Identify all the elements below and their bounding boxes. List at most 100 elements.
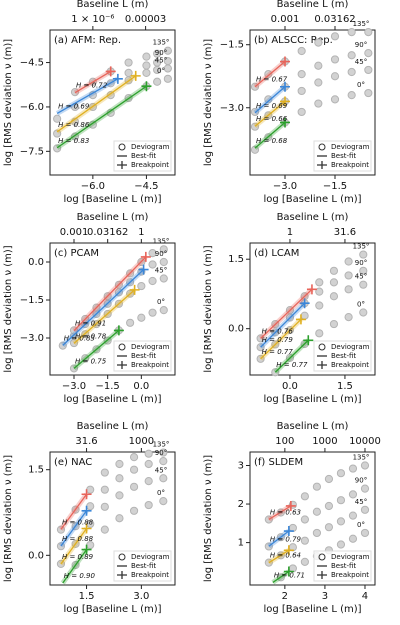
fit-line <box>254 100 286 127</box>
top-tick-label: 1 × 10⁻⁶ <box>71 14 114 25</box>
fit-line <box>73 329 120 369</box>
h-label: H = 0.89 <box>62 553 94 561</box>
breakpoint <box>283 566 294 577</box>
h-label: H = 0.88 <box>62 518 94 526</box>
y-tick-label: 1 <box>238 538 244 549</box>
deviogram-point <box>86 502 95 511</box>
deviogram-point <box>159 448 168 457</box>
direction-label: 0° <box>157 298 165 306</box>
y-tick-label: −1.5 <box>20 295 44 306</box>
y-tick-label: −3.0 <box>20 333 44 344</box>
legend-symbol <box>317 571 327 579</box>
top-tick-label: 0.03162 <box>314 14 355 25</box>
deviogram-point <box>359 280 368 289</box>
deviogram-point <box>364 28 373 37</box>
deviogram-point <box>153 58 162 67</box>
y-tick-label: −1.5 <box>220 40 244 51</box>
legend-symbol <box>117 361 127 369</box>
fit-line <box>268 505 292 521</box>
h-label: H = 0.77 <box>262 348 294 356</box>
legend-symbol <box>117 161 127 169</box>
deviogram-point <box>344 257 353 266</box>
plot-frame <box>249 242 376 376</box>
deviogram-point <box>359 308 368 317</box>
deviogram-point <box>330 95 340 104</box>
panel: (f) SLDEM Baseline L (m) log [Baseline L (… <box>203 421 381 615</box>
fit-line <box>73 289 136 344</box>
legend-label: Deviogram <box>331 553 370 561</box>
deviogram-point <box>100 468 109 477</box>
y-axis-label: log [RMS deviation ν (m)] <box>3 245 14 372</box>
legend-label: Breakpoint <box>331 361 369 369</box>
deviogram-point <box>159 474 168 483</box>
panel: (d) LCAM Baseline L (m) log [Baseline L (m… <box>203 212 376 405</box>
legend-label: Best-fit <box>131 152 156 160</box>
x-tick-label: 3 <box>322 591 328 602</box>
legend-label: Best-fit <box>331 152 356 160</box>
top-axis-label: Baseline L (m) <box>77 421 149 432</box>
deviogram-point <box>129 482 139 491</box>
x-axis-label: log [Baseline L (m)] <box>263 194 361 205</box>
panel-title: (d) LCAM <box>254 248 299 259</box>
panel-title: (e) NAC <box>54 457 92 468</box>
fit-line <box>62 549 88 584</box>
legend-symbol <box>118 143 126 151</box>
deviogram-point <box>264 70 273 79</box>
deviogram-point <box>314 61 323 70</box>
panel: (b) ALSCC: Rep. Baseline L (m) log [Baseli… <box>203 0 376 205</box>
top-axis-label: Baseline L (m) <box>277 0 349 10</box>
plot-frame <box>49 242 176 376</box>
breakpoint <box>81 523 92 534</box>
legend-label: Breakpoint <box>331 161 369 169</box>
deviogram-point <box>153 49 162 58</box>
legend-label: Best-fit <box>331 352 356 360</box>
breakpoint <box>280 96 290 107</box>
fit-line <box>254 61 286 88</box>
h-label: H = 0.79 <box>262 336 294 344</box>
deviogram-point <box>348 464 358 473</box>
y-tick-label: −4.5 <box>20 58 44 69</box>
fit-line <box>254 121 286 149</box>
deviogram-point <box>129 506 139 515</box>
deviogram-point <box>137 281 146 291</box>
panel-title: (b) ALSCC: Rep. <box>254 35 333 46</box>
fit-line <box>62 269 145 346</box>
top-tick-label: 1000 <box>312 436 337 447</box>
h-label: H = 0.86 <box>58 121 90 129</box>
top-tick-label: 31.6 <box>334 227 356 238</box>
top-tick-label: 0.001 <box>60 227 89 238</box>
legend-symbol <box>318 343 326 351</box>
deviogram-point <box>144 459 153 469</box>
direction-label: 45° <box>155 266 167 274</box>
panel-title: (a) AFM: Rep. <box>54 35 121 46</box>
top-tick-label: 10000 <box>349 436 381 447</box>
deviogram-point <box>159 245 168 254</box>
top-tick-label: 1 <box>287 227 293 238</box>
deviogram-point <box>137 313 146 322</box>
legend-symbol <box>318 553 326 561</box>
deviogram-point <box>53 114 62 123</box>
deviogram-point <box>364 65 373 75</box>
y-axis-label: log [RMS deviation ν (m)] <box>3 39 14 166</box>
y-tick-label: −3.0 <box>220 103 244 114</box>
deviogram-point <box>142 52 151 61</box>
direction-label: 90° <box>355 477 367 485</box>
deviogram-point <box>163 74 172 83</box>
x-tick-label: 4 <box>362 591 368 602</box>
y-tick-label: 0.0 <box>28 257 44 268</box>
panel: (c) PCAM Baseline L (m) log [Baseline L (m… <box>3 212 176 405</box>
deviogram-point <box>300 311 309 320</box>
deviogram-point <box>314 38 323 47</box>
deviogram-point <box>344 285 353 294</box>
h-label: H = 0.83 <box>58 137 89 145</box>
deviogram-point <box>100 485 109 494</box>
breakpoint <box>105 66 116 77</box>
y-tick-label: 0.0 <box>228 324 244 335</box>
deviogram-point <box>312 507 322 516</box>
legend-symbol <box>118 553 126 561</box>
breakpoint <box>306 284 317 295</box>
deviogram-point <box>300 492 309 501</box>
deviogram-point <box>347 28 356 37</box>
deviogram-point <box>315 287 324 296</box>
breakpoint <box>299 298 310 309</box>
